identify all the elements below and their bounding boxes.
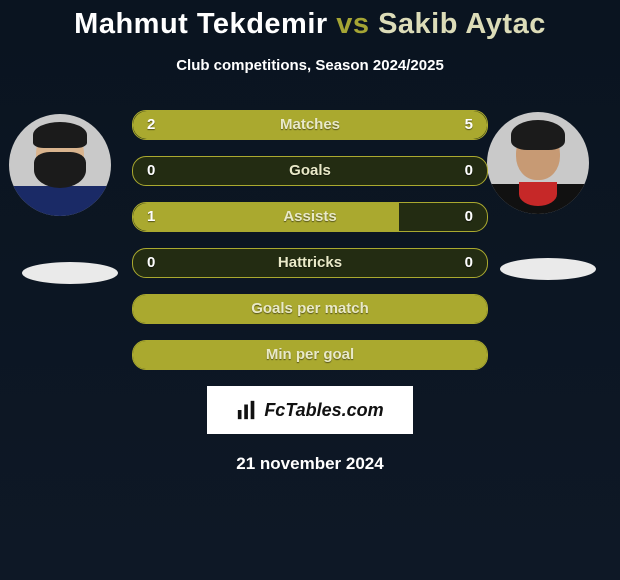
player1-shadow (22, 262, 118, 284)
stat-label: Goals per match (133, 295, 487, 323)
player2-avatar (487, 112, 589, 214)
player1-avatar (9, 114, 111, 216)
fctables-logo: FcTables.com (207, 386, 413, 434)
stat-row-gpm: Goals per match (132, 294, 488, 324)
stat-label: Min per goal (133, 341, 487, 369)
comparison-title: Mahmut Tekdemir vs Sakib Aytac (0, 0, 620, 41)
bars-icon (236, 399, 258, 421)
stat-row-mpg: Min per goal (132, 340, 488, 370)
comparison-body: 25Matches 00Goals 10Assists 00Hattricks Goal… (0, 110, 620, 474)
logo-text: FcTables.com (264, 400, 383, 421)
stat-row-goals: 00Goals (132, 156, 488, 186)
stat-label: Hattricks (133, 249, 487, 277)
player2-shadow (500, 258, 596, 280)
stat-label: Goals (133, 157, 487, 185)
stat-row-assists: 10Assists (132, 202, 488, 232)
date-label: 21 november 2024 (0, 454, 620, 474)
subtitle: Club competitions, Season 2024/2025 (0, 57, 620, 74)
stat-row-matches: 25Matches (132, 110, 488, 140)
stat-bars: 25Matches 00Goals 10Assists 00Hattricks Goal… (132, 110, 488, 370)
stat-row-hattricks: 00Hattricks (132, 248, 488, 278)
player1-name: Mahmut Tekdemir (74, 8, 328, 40)
stat-label: Matches (133, 111, 487, 139)
stat-label: Assists (133, 203, 487, 231)
player2-name: Sakib Aytac (378, 8, 546, 40)
vs-label: vs (336, 8, 369, 40)
